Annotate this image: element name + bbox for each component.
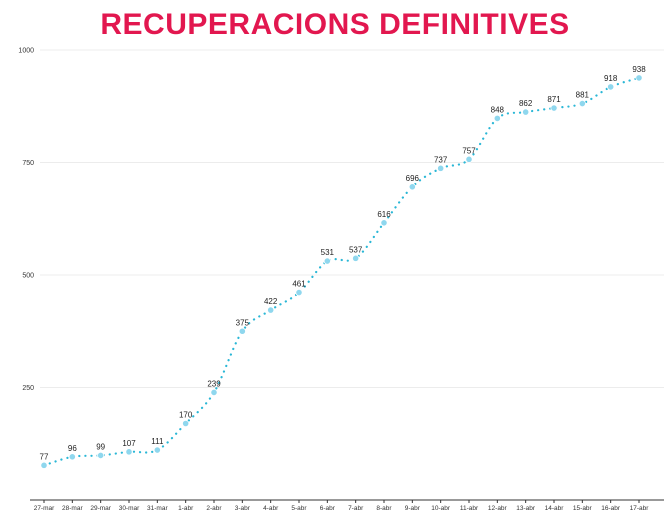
data-point [578, 99, 586, 108]
data-label: 737 [434, 155, 448, 164]
data-label: 616 [377, 210, 391, 219]
data-point [550, 104, 558, 112]
x-tick-label: 9-abr [405, 505, 421, 512]
data-label: 757 [462, 146, 476, 155]
axes [30, 499, 664, 503]
data-point [295, 288, 303, 297]
x-tick-label: 12-abr [488, 505, 508, 512]
data-point [153, 446, 161, 454]
data-point [267, 306, 275, 314]
x-tick-label: 7-abr [348, 505, 364, 512]
data-point [182, 419, 190, 428]
data-label: 107 [122, 439, 136, 448]
data-label: 99 [96, 442, 105, 451]
x-tick-label: 30-mar [119, 505, 140, 512]
y-tick-label: 1000 [18, 48, 34, 55]
chart-title: RECUPERACIONS DEFINITIVES [100, 8, 570, 41]
data-point [493, 114, 501, 123]
data-label: 461 [292, 280, 306, 289]
grid-lines [40, 49, 664, 388]
x-tick-label: 2-abr [206, 505, 222, 512]
x-tick-label: 15-abr [573, 505, 593, 512]
data-label: 239 [207, 379, 221, 388]
series-line [42, 76, 641, 467]
data-label: 77 [40, 452, 49, 461]
data-label: 111 [151, 437, 164, 446]
x-tick-label: 31-mar [147, 505, 168, 512]
x-tick-label: 11-abr [460, 505, 479, 512]
y-tick-label: 750 [22, 160, 34, 167]
x-tick-label: 16-abr [601, 505, 621, 512]
x-tick-label: 1-abr [178, 505, 194, 512]
data-label: 422 [264, 297, 278, 306]
x-tick-label: 13-abr [516, 505, 536, 512]
series-line-group [42, 76, 641, 467]
y-tick-labels: 250 500 750 1000 [18, 48, 34, 393]
data-label: 96 [68, 444, 77, 453]
data-label: 531 [321, 248, 335, 257]
y-tick-label: 500 [22, 273, 34, 280]
x-tick-labels: 27-mar 28-mar 29-mar 30-mar 31-mar 1-abr 2-abr… [34, 505, 650, 512]
data-label: 537 [349, 245, 363, 254]
x-tick-label: 8-abr [376, 505, 392, 512]
data-point [437, 164, 445, 172]
data-label: 862 [519, 99, 533, 108]
data-label: 881 [576, 91, 590, 100]
x-tick-label: 28-mar [62, 505, 83, 512]
x-tick-label: 3-abr [235, 505, 251, 512]
data-point [522, 108, 530, 116]
data-label: 848 [491, 105, 505, 114]
x-tick-label: 4-abr [263, 505, 279, 512]
data-label: 871 [547, 95, 561, 104]
x-tick-label: 29-mar [90, 505, 111, 512]
data-point [97, 451, 105, 460]
data-point [465, 155, 473, 163]
data-point [635, 74, 643, 82]
data-point [125, 448, 133, 456]
data-label: 696 [406, 174, 420, 183]
data-label: 375 [236, 318, 250, 327]
y-tick-label: 250 [22, 385, 34, 392]
x-tick-label: 17-abr [630, 505, 650, 512]
data-point [238, 327, 246, 335]
data-label: 938 [632, 65, 646, 74]
x-tick-label: 6-abr [320, 505, 336, 512]
data-point [352, 254, 360, 262]
data-point [408, 183, 416, 191]
x-tick-label: 14-abr [545, 505, 565, 512]
x-tick-label: 27-mar [34, 505, 55, 512]
data-point [210, 388, 218, 397]
data-labels: 77 96 99 107 111 170 239 375 422 461 531 537 616 696 7… [40, 65, 647, 461]
data-point [323, 257, 331, 265]
data-label: 918 [604, 74, 618, 83]
x-tick-label: 10-abr [431, 505, 451, 512]
data-label: 170 [179, 411, 193, 420]
data-point [40, 461, 48, 469]
data-markers [40, 74, 643, 469]
x-tick-label: 5-abr [291, 505, 307, 512]
data-point [68, 453, 76, 461]
data-point [607, 83, 615, 91]
data-point [380, 219, 388, 227]
